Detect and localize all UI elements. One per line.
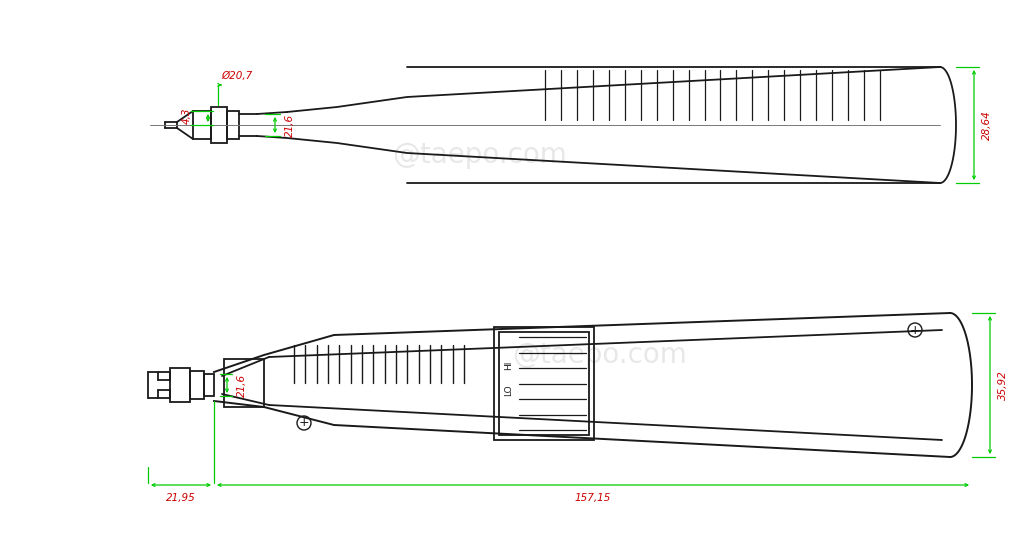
Text: +: + <box>299 417 309 429</box>
Text: 35,92: 35,92 <box>998 370 1008 400</box>
Bar <box>170 368 190 402</box>
Text: @taepo.com: @taepo.com <box>513 341 687 369</box>
Bar <box>211 107 227 143</box>
Bar <box>224 359 264 407</box>
Bar <box>193 111 211 139</box>
Text: Ø20,7: Ø20,7 <box>221 71 252 81</box>
Text: @taepo.com: @taepo.com <box>393 141 567 169</box>
Text: +: + <box>909 324 920 336</box>
Bar <box>494 327 594 440</box>
Text: 21,6: 21,6 <box>237 373 247 397</box>
Text: 28,64: 28,64 <box>982 110 992 140</box>
Text: 157,15: 157,15 <box>575 493 611 503</box>
Text: 21,95: 21,95 <box>166 493 196 503</box>
Text: LO: LO <box>504 384 514 396</box>
Bar <box>227 111 239 139</box>
Text: 21,6: 21,6 <box>285 113 295 137</box>
Bar <box>499 332 589 435</box>
Bar <box>204 374 214 396</box>
Bar <box>190 371 204 399</box>
Text: HI: HI <box>504 360 514 370</box>
Text: 4,3: 4,3 <box>182 108 192 124</box>
